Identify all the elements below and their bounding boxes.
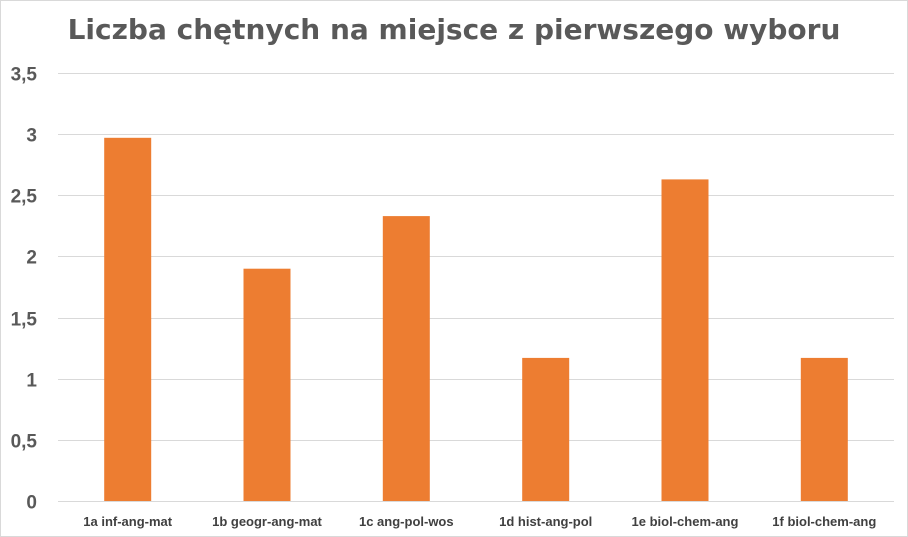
y-tick-label: 3 — [26, 126, 37, 147]
gridlines — [58, 73, 894, 502]
bar — [104, 137, 152, 502]
x-category-label: 1a inf-ang-mat — [83, 514, 173, 529]
x-category-label: 1d hist-ang-pol — [499, 514, 592, 529]
bar — [382, 216, 430, 501]
x-category-label: 1e biol-chem-ang — [632, 514, 739, 529]
y-tick-label: 0 — [26, 493, 37, 514]
y-tick-label: 1 — [26, 371, 37, 392]
bars — [104, 137, 848, 502]
bar — [243, 268, 291, 501]
x-axis-categories: 1a inf-ang-mat 1b geogr-ang-mat 1c ang-pol… — [83, 514, 876, 529]
chart-title: Liczba chętnych na miejsce z pierwszego … — [67, 13, 841, 46]
x-category-label: 1b geogr-ang-mat — [212, 514, 322, 529]
y-tick-label: 3,5 — [11, 65, 38, 86]
bar — [800, 357, 848, 501]
y-tick-label: 0,5 — [11, 432, 38, 453]
x-category-label: 1f biol-chem-ang — [772, 514, 876, 529]
bar — [522, 357, 570, 501]
y-tick-label: 1,5 — [11, 310, 38, 331]
y-tick-label: 2,5 — [11, 187, 38, 208]
y-axis-ticks: 0 0,5 1 1,5 2 2,5 3 3,5 — [11, 65, 38, 514]
x-category-label: 1c ang-pol-wos — [359, 514, 454, 529]
bar — [661, 179, 709, 501]
y-tick-label: 2 — [26, 248, 37, 269]
